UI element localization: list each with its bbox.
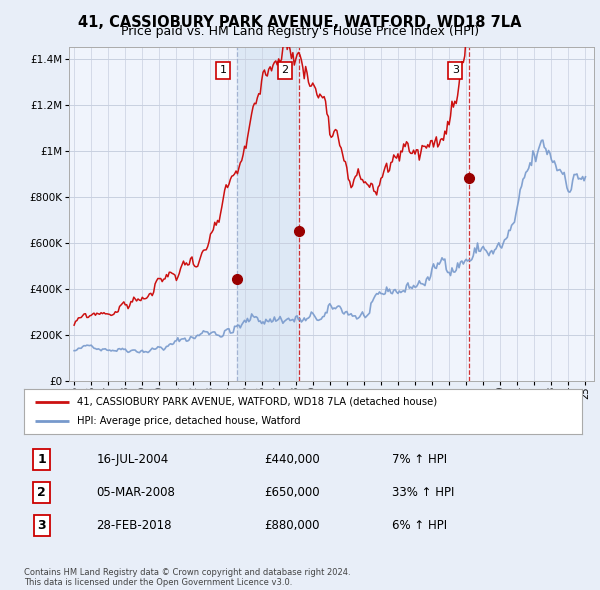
Text: 16-JUL-2004: 16-JUL-2004 — [97, 453, 169, 466]
Text: 33% ↑ HPI: 33% ↑ HPI — [392, 486, 455, 499]
Text: 7% ↑ HPI: 7% ↑ HPI — [392, 453, 448, 466]
Text: £880,000: £880,000 — [264, 519, 319, 532]
Text: Price paid vs. HM Land Registry's House Price Index (HPI): Price paid vs. HM Land Registry's House … — [121, 25, 479, 38]
Text: 28-FEB-2018: 28-FEB-2018 — [97, 519, 172, 532]
Text: 41, CASSIOBURY PARK AVENUE, WATFORD, WD18 7LA (detached house): 41, CASSIOBURY PARK AVENUE, WATFORD, WD1… — [77, 397, 437, 407]
Text: 1: 1 — [37, 453, 46, 466]
Text: 1: 1 — [220, 65, 227, 75]
Text: £650,000: £650,000 — [264, 486, 320, 499]
Text: 6% ↑ HPI: 6% ↑ HPI — [392, 519, 448, 532]
Text: Contains HM Land Registry data © Crown copyright and database right 2024.
This d: Contains HM Land Registry data © Crown c… — [24, 568, 350, 587]
Text: 3: 3 — [38, 519, 46, 532]
Bar — [237, 47, 299, 381]
Text: 2: 2 — [281, 65, 289, 75]
Text: 05-MAR-2008: 05-MAR-2008 — [97, 486, 175, 499]
Text: £440,000: £440,000 — [264, 453, 320, 466]
Text: 2: 2 — [37, 486, 46, 499]
Text: HPI: Average price, detached house, Watford: HPI: Average price, detached house, Watf… — [77, 417, 301, 426]
Text: 41, CASSIOBURY PARK AVENUE, WATFORD, WD18 7LA: 41, CASSIOBURY PARK AVENUE, WATFORD, WD1… — [78, 15, 522, 30]
Text: 3: 3 — [452, 65, 459, 75]
